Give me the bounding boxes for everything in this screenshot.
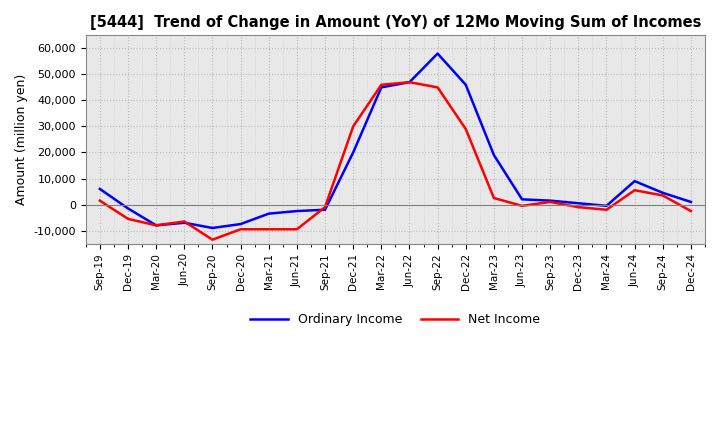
Legend: Ordinary Income, Net Income: Ordinary Income, Net Income bbox=[246, 308, 546, 331]
Net Income bbox=[602, 207, 611, 213]
Net Income bbox=[546, 199, 554, 205]
Line: Ordinary Income: Ordinary Income bbox=[100, 54, 691, 228]
Net Income bbox=[490, 195, 498, 201]
Net Income bbox=[208, 237, 217, 242]
Net Income bbox=[377, 82, 386, 88]
Ordinary Income bbox=[320, 207, 329, 213]
Ordinary Income bbox=[377, 85, 386, 90]
Net Income bbox=[462, 126, 470, 132]
Net Income bbox=[264, 227, 273, 232]
Net Income bbox=[320, 205, 329, 210]
Net Income bbox=[687, 209, 696, 214]
Ordinary Income bbox=[236, 221, 245, 227]
Net Income bbox=[180, 219, 189, 224]
Ordinary Income bbox=[124, 206, 132, 211]
Ordinary Income bbox=[630, 179, 639, 184]
Net Income bbox=[659, 193, 667, 198]
Net Income bbox=[292, 227, 301, 232]
Ordinary Income bbox=[180, 220, 189, 225]
Net Income bbox=[152, 223, 161, 228]
Net Income bbox=[349, 124, 358, 129]
Net Income bbox=[630, 187, 639, 193]
Ordinary Income bbox=[349, 150, 358, 155]
Ordinary Income bbox=[462, 82, 470, 88]
Net Income bbox=[236, 227, 245, 232]
Ordinary Income bbox=[687, 199, 696, 205]
Ordinary Income bbox=[152, 223, 161, 228]
Ordinary Income bbox=[292, 209, 301, 214]
Ordinary Income bbox=[405, 80, 414, 85]
Ordinary Income bbox=[96, 186, 104, 191]
Title: [5444]  Trend of Change in Amount (YoY) of 12Mo Moving Sum of Incomes: [5444] Trend of Change in Amount (YoY) o… bbox=[90, 15, 701, 30]
Ordinary Income bbox=[602, 203, 611, 209]
Ordinary Income bbox=[208, 225, 217, 231]
Net Income bbox=[433, 85, 442, 90]
Net Income bbox=[405, 80, 414, 85]
Ordinary Income bbox=[546, 198, 554, 203]
Net Income bbox=[518, 203, 526, 209]
Ordinary Income bbox=[433, 51, 442, 56]
Ordinary Income bbox=[490, 152, 498, 158]
Ordinary Income bbox=[264, 211, 273, 216]
Ordinary Income bbox=[574, 201, 582, 206]
Net Income bbox=[574, 205, 582, 210]
Net Income bbox=[124, 216, 132, 221]
Net Income bbox=[96, 198, 104, 203]
Y-axis label: Amount (million yen): Amount (million yen) bbox=[15, 74, 28, 205]
Line: Net Income: Net Income bbox=[100, 82, 691, 240]
Ordinary Income bbox=[659, 190, 667, 195]
Ordinary Income bbox=[518, 197, 526, 202]
